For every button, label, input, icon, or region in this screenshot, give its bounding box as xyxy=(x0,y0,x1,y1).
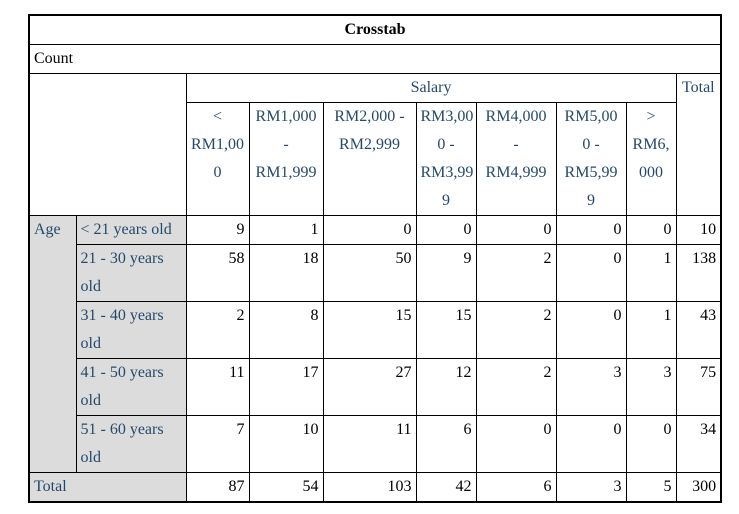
row-total-cell: 43 xyxy=(675,301,722,359)
data-cell: 0 xyxy=(322,215,417,245)
age-group-label: Age xyxy=(28,215,77,473)
row-label: < 21 years old xyxy=(75,215,187,245)
data-cell: 27 xyxy=(322,358,417,416)
data-cell: 15 xyxy=(415,301,477,359)
column-total-cell: 54 xyxy=(248,472,324,503)
table-title: Crosstab xyxy=(28,14,722,45)
data-cell: 0 xyxy=(555,415,627,473)
data-cell: 7 xyxy=(185,415,250,473)
data-cell: 2 xyxy=(185,301,250,359)
salary-range-header: < RM1,00 0 xyxy=(185,102,250,216)
data-cell: 0 xyxy=(625,215,677,245)
count-label: Count xyxy=(28,44,722,74)
data-cell: 1 xyxy=(625,301,677,359)
column-total-cell: 87 xyxy=(185,472,250,503)
crosstab-table: Crosstab Count Salary Total < RM1,00 0 R… xyxy=(28,14,723,503)
data-cell: 2 xyxy=(475,244,557,302)
data-cell: 0 xyxy=(625,415,677,473)
data-cell: 12 xyxy=(415,358,477,416)
total-column-header: Total xyxy=(675,73,722,216)
table-row: 21 - 30 years old 58 18 50 9 2 0 1 138 xyxy=(29,244,722,302)
table-row: Salary Total xyxy=(28,73,722,216)
table-row: Total 87 54 103 42 6 3 5 300 xyxy=(28,472,722,503)
salary-range-header: RM5,00 0 - RM5,99 9 xyxy=(555,102,627,216)
row-label: 31 - 40 years old xyxy=(75,301,187,359)
data-cell: 0 xyxy=(555,215,627,245)
table-row: < RM1,00 0 RM1,000 - RM1,999 RM2,000 - R… xyxy=(29,102,721,216)
table-row: 31 - 40 years old 2 8 15 15 2 0 1 43 xyxy=(29,301,722,359)
row-label: 51 - 60 years old xyxy=(75,415,187,473)
data-cell: 1 xyxy=(248,215,324,245)
table-row: Age < 21 years old 9 1 0 0 0 0 0 10 xyxy=(28,215,722,473)
data-cell: 3 xyxy=(625,358,677,416)
column-total-cell: 5 xyxy=(625,472,677,503)
data-cell: 0 xyxy=(415,215,477,245)
data-cell: 2 xyxy=(475,358,557,416)
column-total-cell: 103 xyxy=(322,472,417,503)
column-total-cell: 6 xyxy=(475,472,557,503)
data-cell: 15 xyxy=(322,301,417,359)
table-row: Count xyxy=(28,44,722,74)
table-row: Crosstab xyxy=(28,14,722,45)
row-total-cell: 138 xyxy=(675,244,722,302)
data-cell: 10 xyxy=(248,415,324,473)
column-total-cell: 3 xyxy=(555,472,627,503)
row-total-cell: 10 xyxy=(675,215,722,245)
salary-range-header: RM4,000 - RM4,999 xyxy=(475,102,557,216)
data-cell: 0 xyxy=(555,244,627,302)
data-cell: 6 xyxy=(415,415,477,473)
grand-total-cell: 300 xyxy=(675,472,722,503)
data-cell: 3 xyxy=(555,358,627,416)
data-cell: 1 xyxy=(625,244,677,302)
column-total-cell: 42 xyxy=(415,472,477,503)
data-cell: 8 xyxy=(248,301,324,359)
data-cell: 17 xyxy=(248,358,324,416)
data-cell: 0 xyxy=(555,301,627,359)
salary-range-header: RM1,000 - RM1,999 xyxy=(248,102,324,216)
data-cell: 11 xyxy=(322,415,417,473)
data-cell: 9 xyxy=(415,244,477,302)
data-cell: 2 xyxy=(475,301,557,359)
salary-range-header: RM2,000 - RM2,999 xyxy=(322,102,417,216)
salary-range-header: > RM6, 000 xyxy=(625,102,677,216)
table-row: 41 - 50 years old 11 17 27 12 2 3 3 75 xyxy=(29,358,722,416)
data-cell: 0 xyxy=(475,415,557,473)
data-cell: 9 xyxy=(185,215,250,245)
blank-corner-cell xyxy=(28,73,187,216)
data-cell: 18 xyxy=(248,244,324,302)
total-row-label: Total xyxy=(28,472,187,503)
data-cell: 50 xyxy=(322,244,417,302)
salary-group-header: Salary xyxy=(185,73,677,103)
row-label: 41 - 50 years old xyxy=(75,358,187,416)
salary-range-header: RM3,00 0 - RM3,99 9 xyxy=(415,102,477,216)
data-cell: 0 xyxy=(475,215,557,245)
row-total-cell: 34 xyxy=(675,415,722,473)
row-total-cell: 75 xyxy=(675,358,722,416)
row-label: 21 - 30 years old xyxy=(75,244,187,302)
data-cell: 58 xyxy=(185,244,250,302)
data-cell: 11 xyxy=(185,358,250,416)
table-row: 51 - 60 years old 7 10 11 6 0 0 0 34 xyxy=(29,415,722,473)
